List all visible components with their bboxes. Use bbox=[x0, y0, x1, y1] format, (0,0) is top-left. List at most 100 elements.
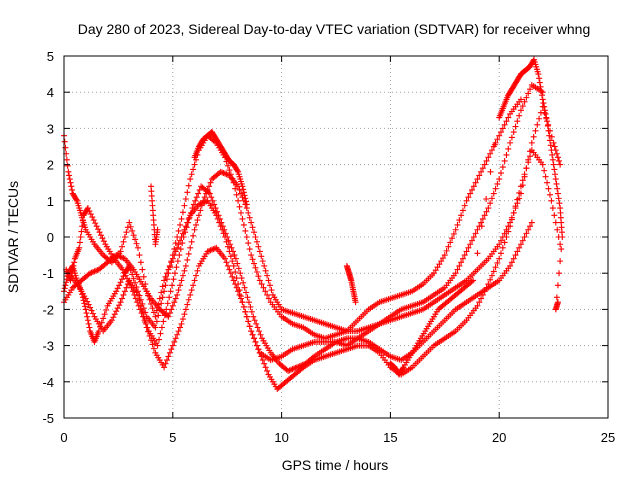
data-point-marker bbox=[73, 196, 80, 203]
data-point-marker bbox=[243, 313, 250, 320]
data-point-marker bbox=[553, 180, 560, 187]
data-point-marker bbox=[178, 277, 185, 284]
data-point-marker bbox=[175, 227, 182, 234]
data-point-marker bbox=[488, 272, 495, 279]
data-point-marker bbox=[84, 317, 91, 324]
data-point-marker bbox=[239, 215, 246, 222]
data-point-marker bbox=[171, 270, 178, 277]
data-point-marker bbox=[92, 220, 99, 227]
data-point-marker bbox=[185, 219, 192, 226]
data-point-marker bbox=[445, 243, 452, 250]
data-point-marker bbox=[516, 244, 523, 251]
data-point-marker bbox=[89, 214, 96, 221]
data-point-marker bbox=[532, 127, 539, 134]
series-track-5 bbox=[63, 183, 535, 374]
data-point-marker bbox=[158, 300, 165, 307]
data-point-marker bbox=[237, 270, 244, 277]
data-point-marker bbox=[224, 162, 231, 169]
data-point-marker bbox=[478, 223, 485, 230]
data-point-marker bbox=[182, 306, 189, 313]
data-point-marker bbox=[232, 281, 239, 288]
data-point-marker bbox=[177, 324, 184, 331]
y-tick-label: 0 bbox=[47, 230, 54, 245]
data-point-marker bbox=[129, 227, 136, 234]
data-point-marker bbox=[195, 190, 202, 197]
data-point-marker bbox=[90, 310, 97, 317]
data-point-marker bbox=[555, 195, 562, 202]
data-point-marker bbox=[474, 302, 481, 309]
data-point-marker bbox=[547, 142, 554, 149]
data-point-marker bbox=[251, 260, 258, 267]
data-point-marker bbox=[494, 259, 501, 266]
data-point-marker bbox=[68, 273, 75, 280]
data-point-marker bbox=[172, 240, 179, 247]
data-point-marker bbox=[452, 270, 459, 277]
data-point-marker bbox=[111, 311, 118, 318]
data-point-marker bbox=[538, 92, 545, 99]
data-point-marker bbox=[538, 87, 545, 94]
data-point-marker bbox=[465, 194, 472, 201]
data-point-marker bbox=[488, 147, 495, 154]
data-point-marker bbox=[501, 230, 508, 237]
data-point-marker bbox=[527, 86, 534, 93]
data-point-marker bbox=[119, 295, 126, 302]
data-point-marker bbox=[527, 153, 534, 160]
data-point-marker bbox=[514, 248, 521, 255]
data-point-marker bbox=[156, 336, 163, 343]
data-point-marker bbox=[159, 294, 166, 301]
data-point-marker bbox=[181, 311, 188, 318]
data-point-marker bbox=[174, 331, 181, 338]
data-point-marker bbox=[177, 221, 184, 228]
data-point-marker bbox=[185, 182, 192, 189]
data-point-marker bbox=[184, 189, 191, 196]
data-point-marker bbox=[110, 314, 117, 321]
data-point-marker bbox=[465, 244, 472, 251]
series-track-2 bbox=[61, 81, 546, 364]
data-point-marker bbox=[224, 234, 231, 240]
data-point-marker bbox=[449, 235, 456, 242]
data-point-marker bbox=[230, 277, 237, 284]
data-point-marker bbox=[68, 186, 75, 193]
data-point-marker bbox=[177, 246, 184, 253]
data-point-marker bbox=[474, 250, 481, 257]
data-point-marker bbox=[494, 136, 501, 143]
data-point-marker bbox=[541, 103, 548, 110]
data-point-marker bbox=[124, 224, 131, 231]
data-point-marker bbox=[117, 299, 124, 306]
data-point-marker bbox=[142, 309, 149, 316]
data-point-marker bbox=[197, 207, 204, 214]
data-point-marker bbox=[119, 266, 126, 273]
data-point-marker bbox=[127, 281, 134, 288]
data-point-marker bbox=[262, 288, 269, 295]
data-point-marker bbox=[549, 205, 556, 212]
data-point-marker bbox=[61, 285, 68, 292]
data-point-marker bbox=[552, 219, 559, 226]
data-point-marker bbox=[554, 190, 561, 197]
data-point-marker bbox=[190, 232, 197, 239]
y-tick-label: 3 bbox=[47, 121, 54, 136]
data-point-marker bbox=[528, 139, 535, 146]
data-point-marker bbox=[226, 266, 233, 273]
data-point-marker bbox=[190, 282, 197, 289]
data-point-marker bbox=[496, 132, 503, 139]
data-point-marker bbox=[95, 226, 102, 233]
data-point-marker bbox=[514, 118, 521, 125]
data-point-marker bbox=[248, 219, 255, 226]
data-point-marker bbox=[164, 300, 171, 307]
data-point-marker bbox=[551, 212, 558, 219]
data-point-marker bbox=[134, 299, 141, 306]
data-point-marker bbox=[247, 303, 254, 310]
data-point-marker bbox=[237, 209, 244, 216]
data-point-marker bbox=[461, 202, 468, 209]
data-point-marker bbox=[188, 171, 195, 178]
data-point-marker bbox=[168, 346, 175, 353]
data-point-marker bbox=[100, 315, 107, 322]
data-point-marker bbox=[230, 262, 237, 269]
data-point-marker bbox=[184, 301, 191, 308]
data-point-marker bbox=[162, 360, 169, 367]
data-point-marker bbox=[222, 255, 229, 262]
data-point-marker bbox=[242, 308, 249, 315]
data-point-marker bbox=[163, 306, 170, 313]
data-point-marker bbox=[523, 165, 530, 172]
